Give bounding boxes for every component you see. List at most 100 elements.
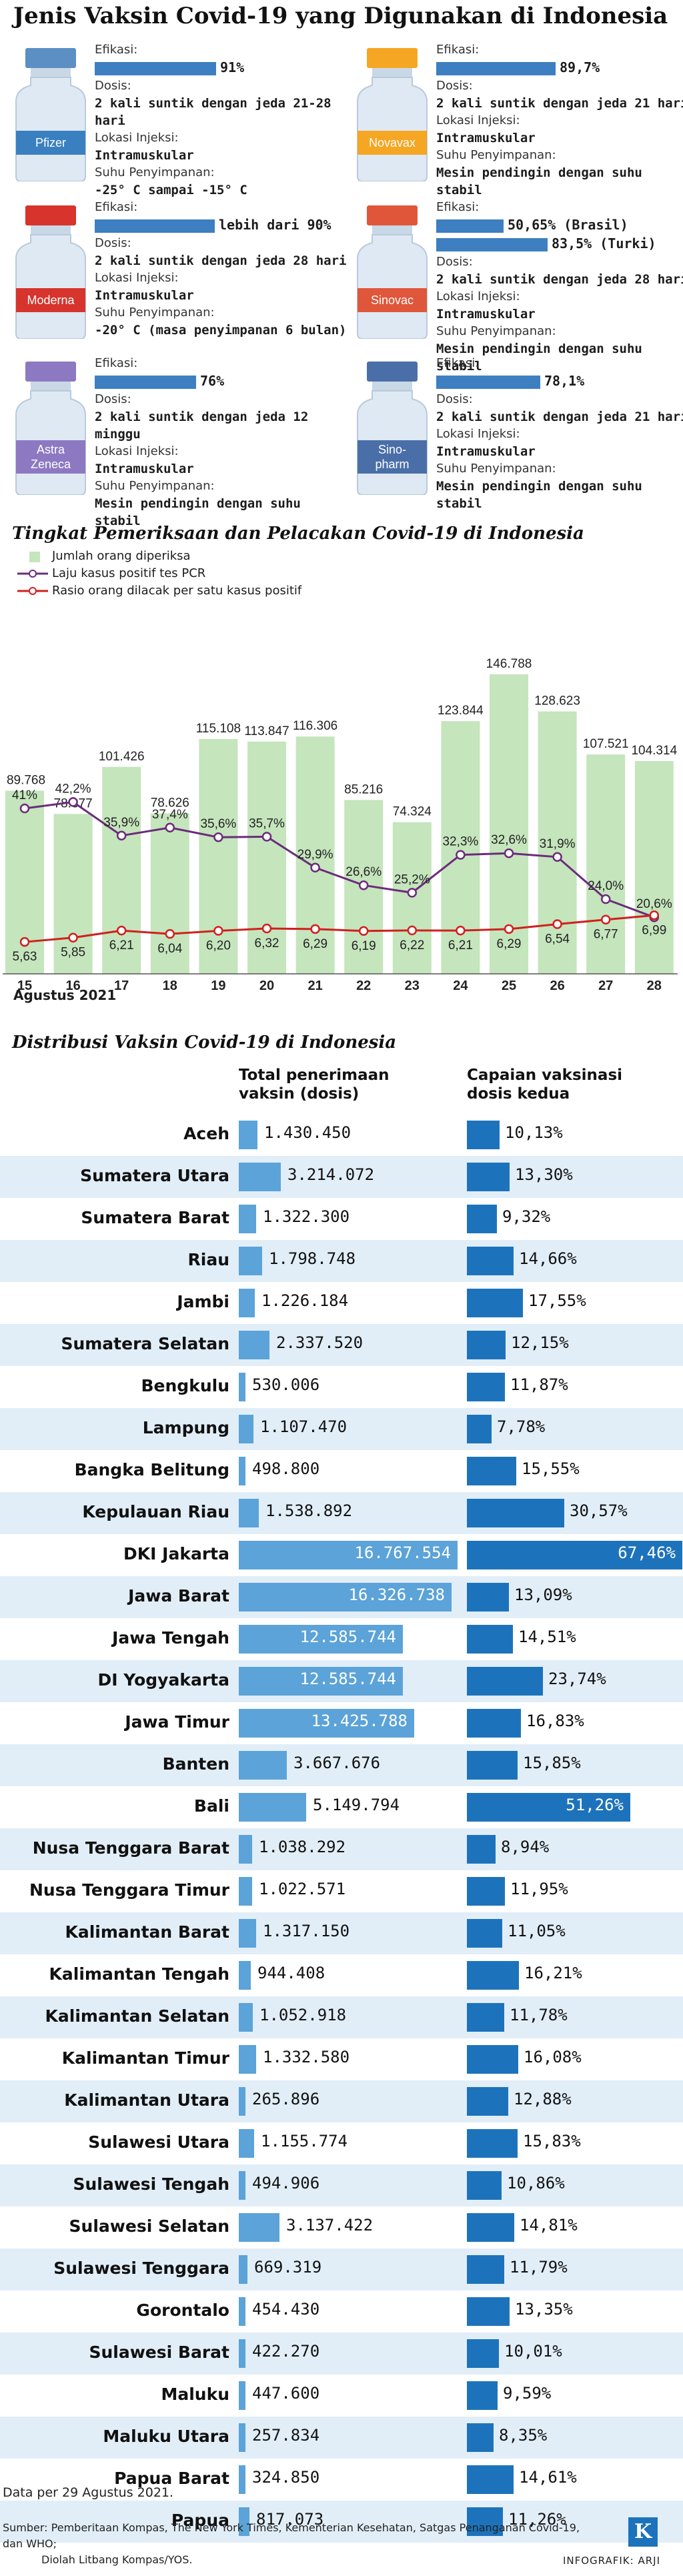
second-dose-value: 11,26% [508,2510,566,2529]
total-vaccine-bar [239,2381,245,2410]
tracing-label: 6,77 [594,928,618,942]
efficacy-label: Efikasi: [95,356,138,370]
table-row: DI Yogyakarta 12.585.744 23,74% [0,1660,683,1702]
tests-bar-label: 146.788 [486,657,532,671]
table-row: Papua 817.073 11,26% [0,2501,683,2543]
efficacy-value: 91% [220,59,245,75]
efficacy-row: 76% [95,372,347,391]
province-name: Kalimantan Barat [65,1922,230,1942]
storage-value: Mesin pendingin dengan suhu stabil [436,165,642,197]
storage-value: Mesin pendingin dengan suhu stabil [436,342,642,374]
total-vaccine-bar [239,1163,281,1191]
efficacy-label: Efikasi: [436,43,480,57]
total-vaccine-bar [239,1709,414,1738]
province-name: Papua Barat [114,2469,229,2488]
positivity-label: 20,6% [636,897,672,911]
province-name: Riau [187,1250,230,1269]
tracing-point [116,925,127,936]
tracing-point [504,924,514,934]
second-dose-bar [467,1877,505,1906]
second-dose-bar [467,1163,510,1191]
province-name: Maluku [161,2385,229,2404]
total-vaccine-bar [239,1919,256,1948]
total-vaccine-value: 3.667.676 [293,1754,381,1772]
x-tick-label: 15 [17,979,32,993]
second-dose-value: 11,79% [510,2258,568,2277]
positivity-point [116,830,127,841]
efficacy-bar [95,62,216,75]
total-vaccine-value: 5.149.794 [313,1796,400,1814]
tests-bar-label: 104.314 [631,744,677,758]
storage-label: Suhu Penyimpanan: [436,462,556,476]
dose-label: Dosis: [436,255,473,269]
total-vaccine-value: 1.022.571 [259,1880,346,1898]
dose-value: 2 kali suntik dengan jeda 28 hari [95,253,347,268]
second-dose-bar [467,2381,498,2410]
second-dose-value: 10,13% [505,1123,563,1142]
storage-value: Mesin pendingin dengan suhu stabil [436,479,642,511]
tests-bar [150,813,189,974]
vaccine-card: Pfizer Efikasi: 91% Dosis: 2 kali suntik den… [13,41,347,197]
storage-value: -20° C (masa penyimpanan 6 bulan) [95,323,347,338]
tracing-label: 5,63 [13,950,37,964]
vaccine-card: Sino-pharm Efikasi: 78,1% Dosis: 2 kali sunt… [355,355,683,511]
table-row: Bengkulu 530.006 11,87% [0,1366,683,1408]
data-date-note: Data per 29 Agustus 2021. [3,2485,174,2500]
second-dose-value: 12,15% [511,1333,569,1352]
col-total-header-line2: vaksin (dosis) [239,1085,360,1103]
second-dose-value: 14,61% [519,2468,577,2487]
tracing-point [19,936,30,947]
tracing-point [456,925,466,936]
positivity-point [552,852,562,862]
tests-bar [102,766,141,974]
province-name: Nusa Tenggara Timur [29,1880,229,1900]
table-row: Nusa Tenggara Timur 1.022.571 11,95% [0,1870,683,1912]
total-vaccine-bar [239,1247,262,1275]
tests-bar-label: 89.768 [7,773,45,787]
second-dose-value: 11,05% [508,1922,566,1940]
total-vaccine-value: 13.425.788 [311,1712,408,1730]
total-vaccine-value: 817.073 [256,2510,324,2529]
positivity-label: 35,7% [249,816,285,830]
province-name: Jawa Tengah [112,1628,229,1648]
second-dose-bar [467,2129,518,2158]
tracing-line [24,914,654,943]
site-label: Lokasi Injeksi: [436,113,520,127]
legend-line-tracing [17,587,48,595]
province-name: Maluku Utara [103,2427,229,2446]
table-row: Jawa Barat 16.326.738 13,09% [0,1576,683,1618]
positivity-point [358,880,369,890]
vial-label: Novavax [369,136,416,149]
second-dose-bar [467,1205,497,1233]
table-row: Jawa Tengah 12.585.744 14,51% [0,1618,683,1660]
positivity-label: 35,9% [103,816,139,830]
positivity-label: 29,9% [297,848,333,862]
second-dose-bar [467,1793,630,1822]
province-name: Kalimantan Tengah [49,1964,229,1984]
total-vaccine-bar [239,1499,259,1527]
efficacy-label: Efikasi: [95,200,138,214]
positivity-point [504,848,514,858]
dose-value: 2 kali suntik dengan jeda 21 hari [436,96,683,111]
testing-tracing-chart: 89.76878.377101.42678.626115.108113.8471… [3,657,678,993]
tracing-label: 6,21 [448,938,473,952]
tracing-point [552,919,562,929]
tracing-point [407,925,418,936]
table-row: Nusa Tenggara Barat 1.038.292 8,94% [0,1828,683,1870]
province-name: Aceh [183,1124,229,1143]
total-vaccine-bar [239,1877,252,1906]
chart1-month-label: Agustus 2021 [13,987,117,1003]
storage-value: Mesin pendingin dengan suhu stabil [95,496,301,528]
second-dose-value: 14,66% [519,1249,577,1268]
second-dose-bar [467,1499,564,1527]
tests-bar-label: 107.521 [583,737,629,751]
positivity-point [407,888,418,898]
province-name: Lampung [142,1418,229,1437]
second-dose-value: 9,32% [502,1207,551,1226]
x-tick-label: 20 [259,979,274,993]
efficacy-value: 89,7% [560,59,600,75]
x-tick-label: 17 [114,979,129,993]
total-vaccine-bar [239,2255,247,2284]
tracing-point [261,923,272,934]
total-vaccine-value: 447.600 [252,2384,320,2403]
